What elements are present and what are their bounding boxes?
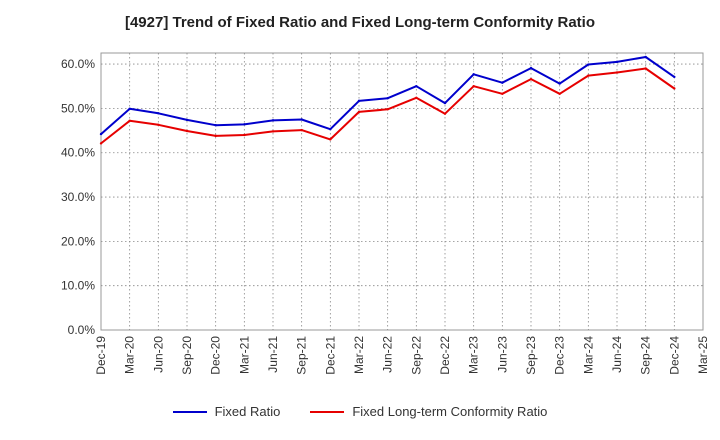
series-lines	[99, 55, 676, 145]
y-tick-label: 60.0%	[61, 57, 95, 71]
plot-area	[100, 52, 704, 331]
data-point-conformity-ratio	[558, 92, 561, 95]
data-point-conformity-ratio	[271, 130, 275, 133]
x-axis-ticks: Dec-19 Mar-20 Jun-20 Sep-20 Dec-20 Mar-21 Jun-…	[94, 336, 710, 375]
y-axis-ticks: 0.0% 10.0% 20.0% 30.0% 40.0% 50.0% 60.0%	[61, 57, 95, 337]
y-tick-label: 20.0%	[61, 234, 95, 248]
x-tick-label: Jun-24	[610, 336, 624, 373]
legend: Fixed Ratio Fixed Long-term Conformity R…	[0, 404, 720, 419]
data-point-fixed-ratio	[243, 123, 246, 126]
data-point-fixed-ratio	[300, 118, 303, 121]
grid-lines	[101, 53, 703, 330]
data-point-conformity-ratio	[443, 112, 447, 115]
data-point-conformity-ratio	[415, 96, 418, 99]
x-tick-label: Jun-23	[495, 336, 509, 373]
legend-item-fixed-ratio: Fixed Ratio	[172, 404, 281, 419]
x-tick-label: Mar-25	[696, 336, 710, 374]
x-tick-label: Dec-22	[438, 336, 452, 375]
data-point-conformity-ratio	[99, 142, 103, 145]
data-point-fixed-ratio	[214, 124, 217, 127]
data-point-fixed-ratio	[185, 118, 189, 122]
data-point-fixed-ratio	[271, 119, 275, 122]
data-point-fixed-ratio	[673, 75, 676, 79]
x-tick-label: Mar-22	[352, 336, 366, 374]
data-point-conformity-ratio	[501, 92, 504, 95]
x-tick-label: Dec-20	[209, 336, 223, 375]
data-point-conformity-ratio	[386, 108, 389, 111]
data-point-conformity-ratio	[214, 134, 217, 138]
x-tick-label: Dec-23	[553, 336, 567, 375]
data-point-conformity-ratio	[185, 129, 189, 133]
x-tick-label: Mar-23	[467, 336, 481, 374]
x-tick-label: Dec-24	[667, 336, 681, 375]
data-point-conformity-ratio	[615, 71, 619, 74]
data-point-fixed-ratio	[357, 99, 361, 103]
data-point-fixed-ratio	[472, 73, 475, 76]
y-tick-label: 0.0%	[68, 323, 96, 337]
data-point-conformity-ratio	[128, 119, 131, 123]
x-tick-label: Sep-22	[409, 336, 423, 375]
data-point-fixed-ratio	[443, 101, 447, 105]
data-point-fixed-ratio	[128, 107, 131, 111]
y-tick-label: 50.0%	[61, 101, 95, 115]
data-point-fixed-ratio	[329, 128, 332, 131]
y-tick-label: 40.0%	[61, 146, 95, 160]
data-point-conformity-ratio	[157, 123, 160, 126]
y-tick-label: 30.0%	[61, 190, 95, 204]
data-point-fixed-ratio	[386, 97, 389, 100]
data-point-fixed-ratio	[529, 66, 533, 70]
x-tick-label: Mar-21	[237, 336, 251, 374]
x-tick-label: Mar-20	[123, 336, 137, 374]
data-point-fixed-ratio	[157, 112, 160, 115]
data-point-fixed-ratio	[644, 55, 647, 59]
data-point-conformity-ratio	[329, 138, 332, 141]
data-point-fixed-ratio	[558, 82, 561, 85]
data-point-conformity-ratio	[587, 74, 590, 77]
data-point-fixed-ratio	[415, 85, 418, 88]
x-tick-label: Jun-21	[266, 336, 280, 373]
data-point-conformity-ratio	[357, 110, 361, 114]
legend-swatch-conformity-ratio	[310, 410, 345, 413]
data-point-conformity-ratio	[243, 133, 246, 137]
data-point-conformity-ratio	[644, 67, 647, 70]
x-tick-label: Jun-20	[151, 336, 165, 373]
data-point-conformity-ratio	[472, 85, 475, 88]
x-tick-label: Sep-20	[180, 336, 194, 375]
x-tick-label: Sep-24	[639, 336, 653, 375]
legend-label-conformity-ratio: Fixed Long-term Conformity Ratio	[352, 404, 548, 419]
x-tick-label: Sep-21	[295, 336, 309, 375]
x-tick-label: Sep-23	[524, 336, 538, 375]
data-point-conformity-ratio	[300, 128, 303, 132]
legend-swatch-fixed-ratio	[172, 410, 207, 413]
x-tick-label: Jun-22	[381, 336, 395, 373]
y-tick-label: 10.0%	[61, 279, 95, 293]
legend-label-fixed-ratio: Fixed Ratio	[214, 404, 281, 419]
x-tick-label: Dec-19	[94, 336, 108, 375]
data-point-fixed-ratio	[615, 60, 619, 64]
data-point-fixed-ratio	[587, 63, 590, 66]
data-point-conformity-ratio	[673, 87, 676, 90]
legend-item-fixed-long-term-conformity-ratio: Fixed Long-term Conformity Ratio	[310, 404, 547, 419]
x-tick-label: Mar-24	[581, 336, 595, 374]
data-point-conformity-ratio	[529, 77, 533, 81]
x-tick-label: Dec-21	[323, 336, 337, 375]
data-point-fixed-ratio	[501, 81, 504, 84]
chart-title: [4927] Trend of Fixed Ratio and Fixed Lo…	[124, 14, 596, 31]
data-point-fixed-ratio	[99, 132, 103, 136]
